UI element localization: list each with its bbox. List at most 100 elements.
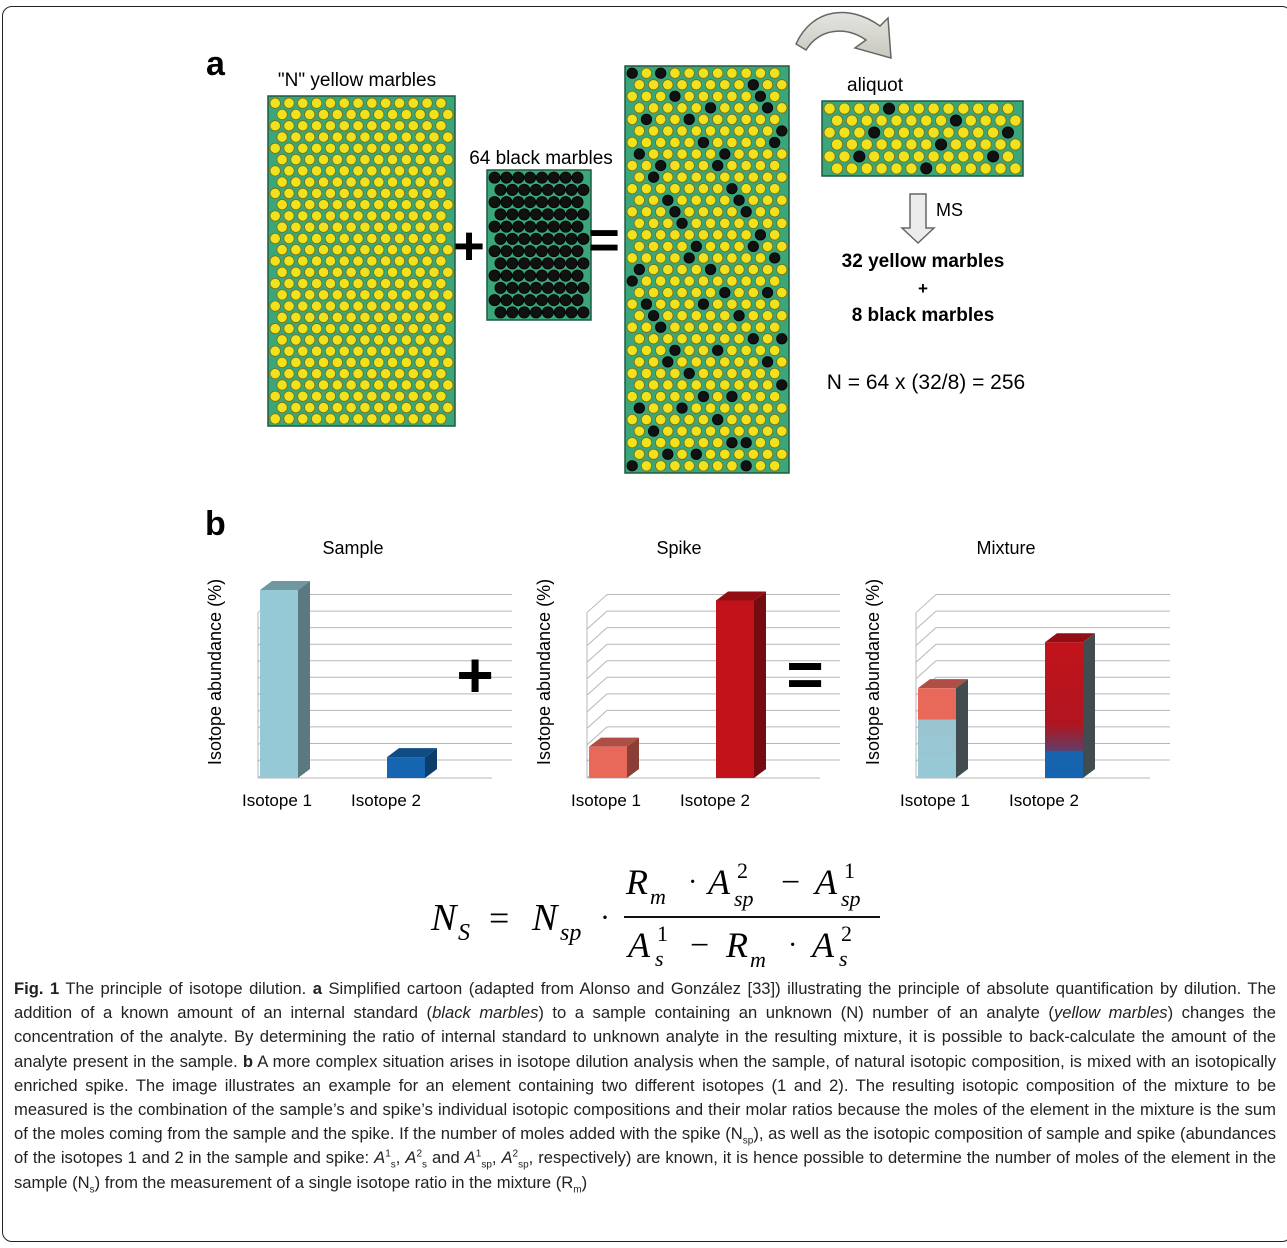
yellow-marble xyxy=(740,275,752,287)
yellow-marble xyxy=(414,221,426,233)
yellow-marble xyxy=(400,334,412,346)
yellow-marble xyxy=(626,183,638,195)
black-marble xyxy=(541,306,554,319)
yellow-marble xyxy=(655,183,667,195)
black-marble xyxy=(565,232,578,245)
yellow-marble xyxy=(712,90,724,102)
yellow-marble xyxy=(626,367,638,380)
black-marble xyxy=(530,257,543,270)
yellow-marble xyxy=(640,206,653,218)
yellow-marble xyxy=(633,240,645,253)
black-marble xyxy=(761,102,774,114)
yellow-marble xyxy=(352,277,364,290)
aliquot-label: aliquot xyxy=(847,75,904,96)
yellow-marble xyxy=(754,67,767,79)
yellow-marble xyxy=(386,244,399,256)
yellow-marble xyxy=(304,108,316,121)
yellow-marble xyxy=(676,356,688,368)
yellow-marble xyxy=(676,102,688,114)
yellow-marble xyxy=(704,310,717,322)
yellow-marble xyxy=(359,176,371,188)
yellow-marble xyxy=(655,298,667,310)
yellow-marble xyxy=(626,344,638,356)
yellow-marble xyxy=(883,150,896,163)
black-marble xyxy=(541,232,554,245)
black-marble xyxy=(553,208,566,221)
yellow-marble xyxy=(331,266,343,278)
yellow-marble xyxy=(754,414,767,426)
yellow-marble xyxy=(690,148,702,160)
black-marble xyxy=(494,183,507,196)
yellow-marble xyxy=(393,300,406,312)
yellow-marble xyxy=(283,277,295,290)
yellow-marble xyxy=(407,165,419,177)
yellow-marble xyxy=(317,356,330,369)
black-marble xyxy=(704,263,717,276)
yellow-marble xyxy=(311,300,323,312)
black-marble xyxy=(535,196,548,209)
black-marble xyxy=(647,310,660,322)
yellow-marbles-board xyxy=(267,95,456,427)
yellow-marble xyxy=(719,310,731,322)
yellow-marble xyxy=(875,114,888,127)
formula-nsp: N xyxy=(531,897,560,939)
bar-isotope-2-top xyxy=(716,591,766,601)
yellow-marble xyxy=(290,244,302,256)
yellow-marble xyxy=(935,114,948,127)
yellow-marble xyxy=(769,159,781,172)
bar-charts: Sample Isotope abundance (%) Isotope 1 Isot… xyxy=(205,538,1170,810)
yellow-marble xyxy=(704,125,717,137)
yellow-marble xyxy=(290,153,302,166)
yellow-marble xyxy=(838,126,851,139)
yellow-marble xyxy=(304,131,316,143)
black-marble xyxy=(559,220,572,233)
yellow-marble xyxy=(704,171,717,183)
yellow-marble xyxy=(633,356,645,368)
black-marble xyxy=(733,194,745,206)
yellow-marble xyxy=(655,136,667,149)
yellow-marble xyxy=(283,165,295,177)
yellow-marble xyxy=(311,187,323,199)
yellow-marble xyxy=(311,165,323,177)
black-marble xyxy=(571,269,584,282)
yellow-marble xyxy=(317,401,330,414)
yellow-marble xyxy=(276,153,288,166)
yellow-marble xyxy=(290,176,302,188)
yellow-marble xyxy=(676,379,688,391)
black-marble xyxy=(683,113,695,125)
yellow-marble xyxy=(317,334,330,346)
yellow-marble xyxy=(373,401,385,414)
yellow-marble xyxy=(761,379,774,391)
yellow-marble xyxy=(704,402,717,414)
yellow-marble xyxy=(283,368,295,380)
yellow-marble xyxy=(669,67,681,79)
yellow-marble xyxy=(352,120,364,132)
yellow-marble xyxy=(690,310,702,322)
yellow-marble xyxy=(421,210,433,222)
black-marble xyxy=(512,269,525,282)
grid-diag xyxy=(586,709,608,729)
yellow-marble xyxy=(712,321,724,333)
yellow-marble xyxy=(400,311,412,323)
yellow-marble xyxy=(297,255,309,267)
yellow-marble xyxy=(633,194,645,206)
yellow-marble xyxy=(890,162,903,175)
yellow-marble xyxy=(345,311,357,323)
yellow-marble xyxy=(338,165,350,177)
yellow-marble xyxy=(311,368,323,380)
den-r: R xyxy=(725,925,748,965)
yellow-marble xyxy=(366,255,378,267)
yellow-marble xyxy=(442,131,454,143)
yellow-marble xyxy=(647,402,660,414)
yellow-marble xyxy=(935,162,948,175)
yellow-marble xyxy=(366,210,378,222)
yellow-marble xyxy=(435,97,447,109)
yellow-marble xyxy=(317,199,330,211)
black-marble xyxy=(488,245,501,258)
yellow-marble xyxy=(769,460,781,472)
black-marble xyxy=(726,437,738,449)
yellow-marble xyxy=(726,344,738,356)
yellow-marble xyxy=(317,221,330,233)
yellow-marble xyxy=(366,413,378,425)
yellow-marble xyxy=(761,171,774,183)
